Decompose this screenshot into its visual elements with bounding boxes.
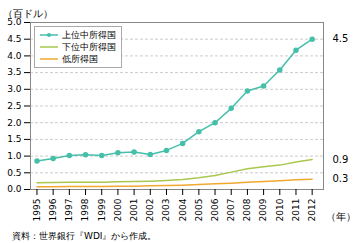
svg-text:2009: 2009 [258,198,268,221]
svg-text:2004: 2004 [178,198,188,221]
svg-text:2.5: 2.5 [7,101,21,111]
html-text:低所得国: 低所得国 [62,54,98,64]
svg-text:1.5: 1.5 [7,134,21,144]
svg-text:2006: 2006 [210,198,220,221]
svg-text:2011: 2011 [291,199,301,222]
html-text:上位中所得国: 上位中所得国 [62,30,116,40]
svg-text:4.5: 4.5 [333,33,349,44]
svg-text:1.0: 1.0 [7,151,22,161]
svg-text:2002: 2002 [145,199,155,222]
svg-text:0.9: 0.9 [333,154,349,165]
svg-text:4.5: 4.5 [7,34,21,44]
svg-text:2001: 2001 [129,199,139,222]
svg-text:1998: 1998 [80,198,90,221]
svg-text:1999: 1999 [97,198,107,221]
html-text:下位中所得国: 下位中所得国 [62,42,116,52]
svg-text:2007: 2007 [226,199,236,222]
svg-text:0.3: 0.3 [333,173,349,184]
svg-text:5.0: 5.0 [7,17,22,27]
svg-text:3.0: 3.0 [7,84,22,94]
svg-text:2.0: 2.0 [7,118,22,128]
svg-text:0.5: 0.5 [7,168,21,178]
svg-text:（百ドル）: （百ドル） [3,8,53,19]
svg-text:1997: 1997 [64,199,74,222]
svg-text:2000: 2000 [113,198,123,221]
svg-text:2012: 2012 [307,199,317,222]
svg-text:2008: 2008 [242,198,252,221]
svg-text:1996: 1996 [48,198,58,221]
svg-text:2005: 2005 [194,199,204,222]
svg-text:2003: 2003 [161,199,171,222]
svg-text:0.0: 0.0 [7,184,22,194]
svg-text:3.5: 3.5 [7,67,21,77]
svg-text:1995: 1995 [32,199,42,222]
svg-text:2010: 2010 [275,198,285,221]
svg-text:（年）: （年） [326,211,356,222]
html-text:資料：世界銀行『WDI』から作成。: 資料：世界銀行『WDI』から作成。 [12,231,157,241]
svg-text:4.0: 4.0 [7,51,22,61]
